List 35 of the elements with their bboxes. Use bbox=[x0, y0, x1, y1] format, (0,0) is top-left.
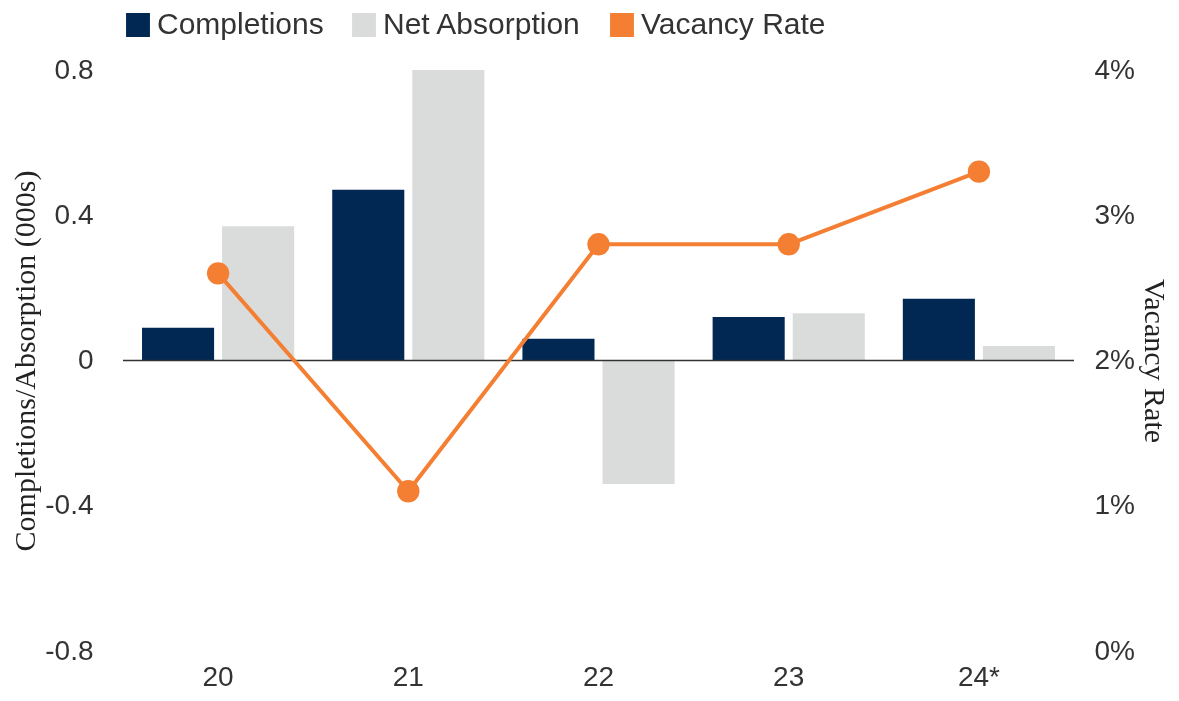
bar bbox=[522, 338, 595, 361]
bar bbox=[412, 70, 485, 361]
y-tick-label: -0.8 bbox=[45, 634, 94, 666]
y-axis-title: Completions/Absorption (000s) bbox=[8, 170, 43, 552]
y-tick-label: 0.4 bbox=[54, 198, 94, 230]
bar bbox=[712, 316, 785, 361]
y-tick-label: 0 bbox=[77, 344, 94, 375]
y2-tick-label: 0% bbox=[1094, 634, 1135, 666]
x-tick-label: 20 bbox=[202, 660, 234, 692]
x-tick-label: 24* bbox=[957, 660, 1001, 692]
legend-label: Completions bbox=[157, 7, 324, 40]
bar bbox=[982, 345, 1055, 361]
x-tick-label: 21 bbox=[392, 660, 424, 692]
point bbox=[206, 262, 230, 285]
point bbox=[777, 233, 800, 256]
legend-label: Vacancy Rate bbox=[641, 7, 826, 40]
bar bbox=[792, 313, 865, 361]
bar bbox=[142, 327, 215, 361]
bar bbox=[602, 360, 675, 484]
y-tick-label: -0.4 bbox=[45, 489, 94, 521]
y2-tick-label: 4% bbox=[1094, 53, 1135, 85]
y-tick-label: 0.8 bbox=[54, 53, 94, 85]
bar bbox=[222, 226, 295, 361]
bar bbox=[332, 189, 405, 361]
y2-tick-label: 3% bbox=[1094, 198, 1135, 230]
point bbox=[397, 480, 420, 503]
y2-axis-title: Vacancy Rate bbox=[1138, 278, 1172, 444]
y2-tick-label: 2% bbox=[1094, 344, 1135, 375]
point bbox=[587, 233, 610, 256]
bar bbox=[902, 298, 975, 361]
point bbox=[967, 160, 991, 183]
legend-label: Net Absorption bbox=[383, 7, 580, 40]
y2-tick-label: 1% bbox=[1094, 489, 1135, 521]
x-tick-label: 23 bbox=[773, 660, 805, 692]
x-tick-label: 22 bbox=[582, 660, 615, 692]
